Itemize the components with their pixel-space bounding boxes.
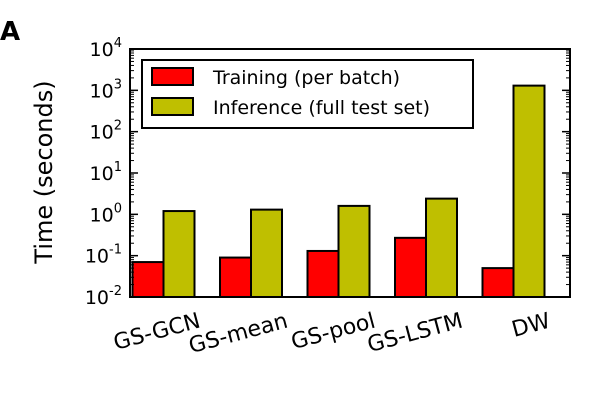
legend-swatch [151,97,194,116]
bar-gs-mean-training [219,256,252,299]
legend-label: Inference (full test set) [213,97,430,119]
legend: Training (per batch) Inference (full test… [141,59,474,129]
y-tick-label: 100 [90,201,122,226]
y-tick-label: 103 [90,77,122,102]
bar-dw-inference [512,84,546,298]
legend-label: Training (per batch) [212,67,400,89]
y-axis-label: Time (seconds) [30,80,58,264]
legend-box [141,59,474,129]
legend-swatch [151,67,194,86]
bar-gs-pool-training [306,249,340,298]
y-tick-label: 10-2 [85,284,122,309]
panel-label: A [0,17,20,47]
x-tick-label: GS-mean [186,309,290,359]
y-tick-label: 10-1 [85,243,122,268]
bar-gs-lstm-training [394,236,427,298]
y-tick-label: 102 [90,119,122,144]
bar-gs-pool-inference [337,204,371,298]
bar-gs-mean-inference [250,208,283,298]
bar-gs-gcn-inference [162,210,196,298]
x-tick-label: DW [509,309,553,343]
y-tick-label: 104 [90,36,122,61]
bar-dw-training [481,267,515,299]
bar-gs-gcn-training [131,261,165,298]
y-tick-label: 101 [90,160,122,185]
bar-gs-lstm-inference [425,197,458,298]
x-tick-label: GS-pool [289,309,378,355]
x-tick-label: GS-LSTM [365,309,466,358]
